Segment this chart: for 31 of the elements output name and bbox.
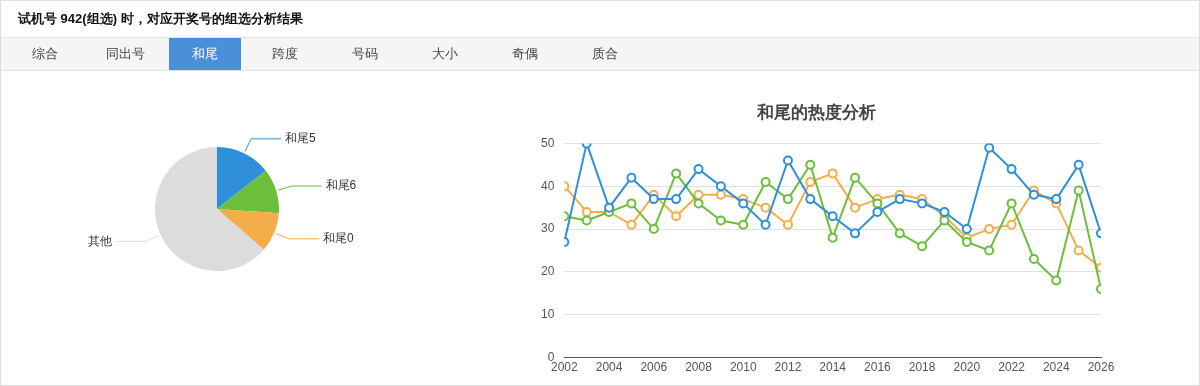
text: 综合 [31,45,59,63]
text: 试机号 942(组选) 时，对应开奖号的组选分析结果 [1,1,1199,38]
x-tick-label: 2014 [819,360,847,375]
x-tick-label: 2016 [864,360,892,375]
text: 号码 [351,45,379,63]
slice-label: 和尾5 [285,131,317,146]
x-tick-label: 2024 [1042,360,1070,375]
text: 奇偶 [511,45,539,63]
x-tick-label: 2026 [1087,360,1115,375]
y-tick-label: 10 [540,307,555,322]
x-tick-label: 2018 [908,360,936,375]
x-tick-label: 2006 [640,360,668,375]
text: 跨度 [271,45,299,63]
y-tick-label: 40 [540,178,555,193]
x-tick-label: 2008 [685,360,713,375]
y-tick-label: 50 [540,135,555,150]
slice-label: 和尾0 [323,231,355,246]
x-tick-label: 2004 [595,360,623,375]
y-tick-label: 30 [540,221,555,236]
text: 同出号 [104,45,146,63]
text: 大小 [431,45,459,63]
text: 质合 [591,45,619,63]
x-tick-label: 2012 [774,360,802,375]
x-tick-label: 2010 [729,360,757,375]
x-tick-label: 2020 [953,360,981,375]
slice-label: 和尾6 [325,178,357,193]
chart-title: 和尾的热度分析 [755,102,876,122]
y-tick-label: 20 [540,264,555,279]
text: 和尾 [169,38,241,70]
x-tick-label: 2022 [998,360,1026,375]
slice-label: 其他 [88,233,113,248]
